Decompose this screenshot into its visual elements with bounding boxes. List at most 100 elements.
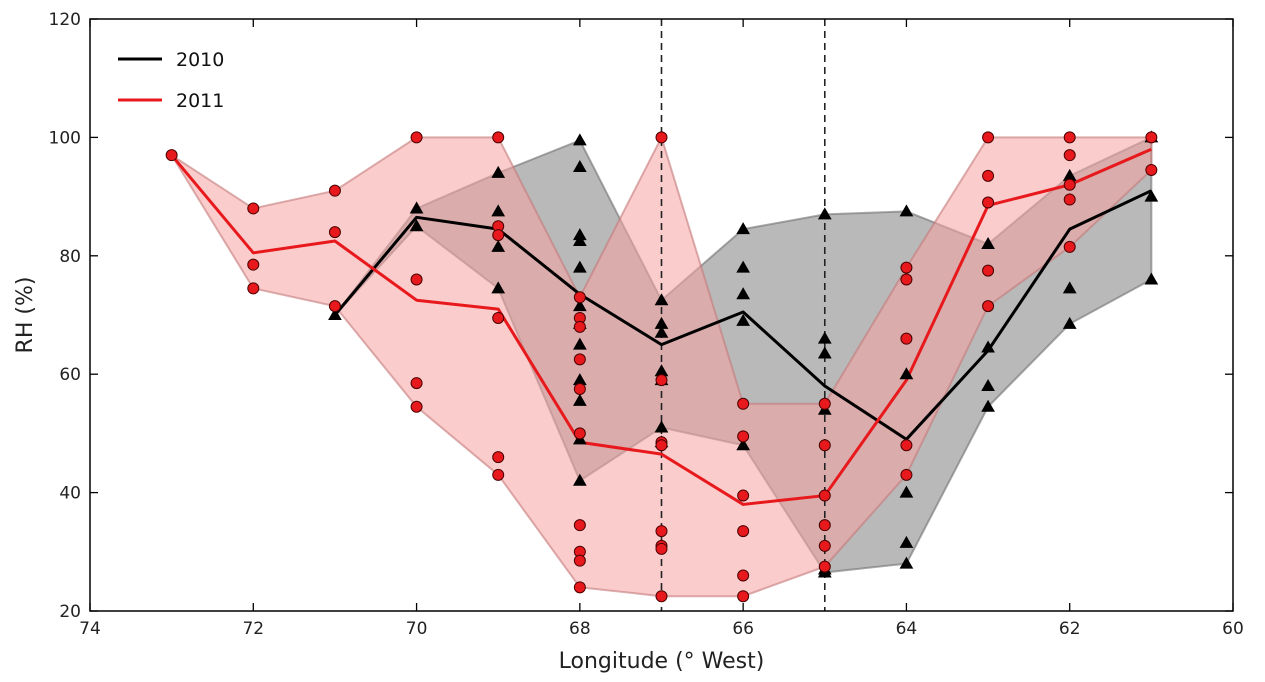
data-point-2011 — [737, 430, 750, 443]
data-point-2011 — [573, 554, 586, 567]
data-point-2010 — [899, 367, 914, 380]
data-point-2011 — [737, 489, 750, 502]
data-point-2010 — [572, 233, 587, 246]
data-point-2011 — [1145, 163, 1158, 176]
data-point-2011 — [247, 282, 260, 295]
data-point-2011 — [573, 353, 586, 366]
data-point-2011 — [328, 226, 341, 239]
data-point-2010 — [736, 260, 751, 273]
data-point-2011 — [982, 131, 995, 144]
data-point-2010 — [654, 293, 669, 306]
x-tick-label: 60 — [1222, 619, 1244, 639]
data-point-2011 — [900, 332, 913, 345]
data-point-2011 — [982, 196, 995, 209]
data-point-2011 — [655, 374, 668, 387]
data-point-2011 — [492, 468, 505, 481]
data-point-2011 — [410, 131, 423, 144]
data-point-2010 — [736, 287, 751, 300]
data-point-2010 — [899, 204, 914, 217]
data-point-2011 — [573, 320, 586, 333]
data-point-2010 — [409, 201, 424, 214]
data-point-2010 — [572, 299, 587, 312]
data-point-2011 — [573, 383, 586, 395]
data-point-2011 — [165, 149, 178, 162]
data-point-2010 — [981, 340, 995, 353]
data-point-2010 — [1144, 272, 1159, 285]
data-point-2010 — [1144, 189, 1159, 202]
data-point-2010 — [491, 165, 506, 178]
data-point-2010 — [899, 556, 914, 569]
data-point-2010 — [654, 420, 669, 433]
y-axis-label: RH (%) — [13, 277, 38, 354]
data-point-2011 — [818, 560, 831, 573]
data-point-2010 — [572, 159, 587, 172]
data-point-2011 — [655, 525, 668, 538]
data-point-2010 — [409, 219, 424, 232]
data-point-2011 — [410, 400, 423, 413]
x-tick-label: 72 — [242, 619, 264, 639]
data-point-2011 — [1063, 178, 1076, 191]
data-point-2011 — [737, 569, 750, 582]
data-point-2011 — [900, 261, 913, 274]
data-point-2010 — [572, 337, 587, 350]
y-tick-label: 40 — [59, 484, 81, 504]
data-point-2011 — [818, 439, 831, 452]
x-tick-label: 66 — [732, 619, 754, 639]
data-point-2011 — [1063, 131, 1076, 144]
data-point-2011 — [737, 397, 750, 410]
data-point-2010 — [817, 207, 832, 220]
data-point-2010 — [899, 535, 914, 548]
data-point-2011 — [1063, 193, 1076, 206]
reference-lines — [660, 19, 826, 611]
data-point-2011 — [573, 291, 586, 304]
data-point-2011 — [573, 519, 586, 532]
data-point-2011 — [328, 300, 341, 313]
data-point-2011 — [982, 169, 995, 182]
data-point-2010 — [491, 239, 506, 252]
data-point-2011 — [818, 519, 831, 532]
y-tick-label: 100 — [49, 128, 81, 148]
legend: 2010 2011 — [118, 49, 224, 112]
data-point-2011 — [818, 539, 831, 552]
plot-frame — [89, 18, 1234, 612]
x-tick-label: 62 — [1059, 619, 1081, 639]
x-tick-label: 68 — [569, 619, 591, 639]
data-point-2010 — [981, 236, 995, 249]
data-point-2010 — [981, 399, 995, 412]
data-point-2011 — [410, 377, 423, 390]
data-point-2011 — [573, 581, 586, 594]
data-point-2010 — [736, 438, 751, 451]
data-points — [165, 130, 1159, 603]
y-tick-label: 80 — [59, 247, 81, 267]
data-point-2011 — [328, 184, 341, 197]
data-point-2010 — [654, 325, 669, 338]
data-point-2010 — [1062, 281, 1077, 294]
data-point-2011 — [737, 590, 750, 603]
data-point-2011 — [1145, 131, 1158, 144]
data-point-2010 — [572, 260, 587, 273]
data-point-2011 — [818, 397, 831, 410]
data-point-2011 — [247, 258, 260, 271]
data-point-2011 — [492, 131, 505, 144]
data-point-2011 — [573, 427, 586, 440]
axis-ticks: 74 72 70 68 66 64 62 60 20 40 60 80 100 120 — [49, 10, 1244, 639]
data-point-2011 — [492, 229, 505, 242]
data-point-2011 — [900, 273, 913, 286]
x-tick-label: 64 — [896, 619, 918, 639]
y-tick-label: 60 — [59, 365, 81, 385]
data-point-2011 — [492, 451, 505, 464]
data-point-2010 — [736, 313, 751, 326]
data-point-2011 — [247, 202, 260, 215]
series-line-2010 — [333, 189, 1152, 441]
data-point-2010 — [572, 133, 587, 146]
x-axis-label: Longitude (° West) — [559, 649, 765, 674]
data-point-2010 — [491, 281, 506, 294]
data-point-2011 — [1063, 149, 1076, 162]
data-point-2010 — [817, 346, 832, 359]
data-point-2010 — [572, 473, 587, 486]
data-point-2010 — [736, 222, 751, 235]
data-point-2011 — [900, 439, 913, 452]
data-point-2011 — [1063, 240, 1076, 253]
y-tick-label: 120 — [49, 10, 81, 30]
